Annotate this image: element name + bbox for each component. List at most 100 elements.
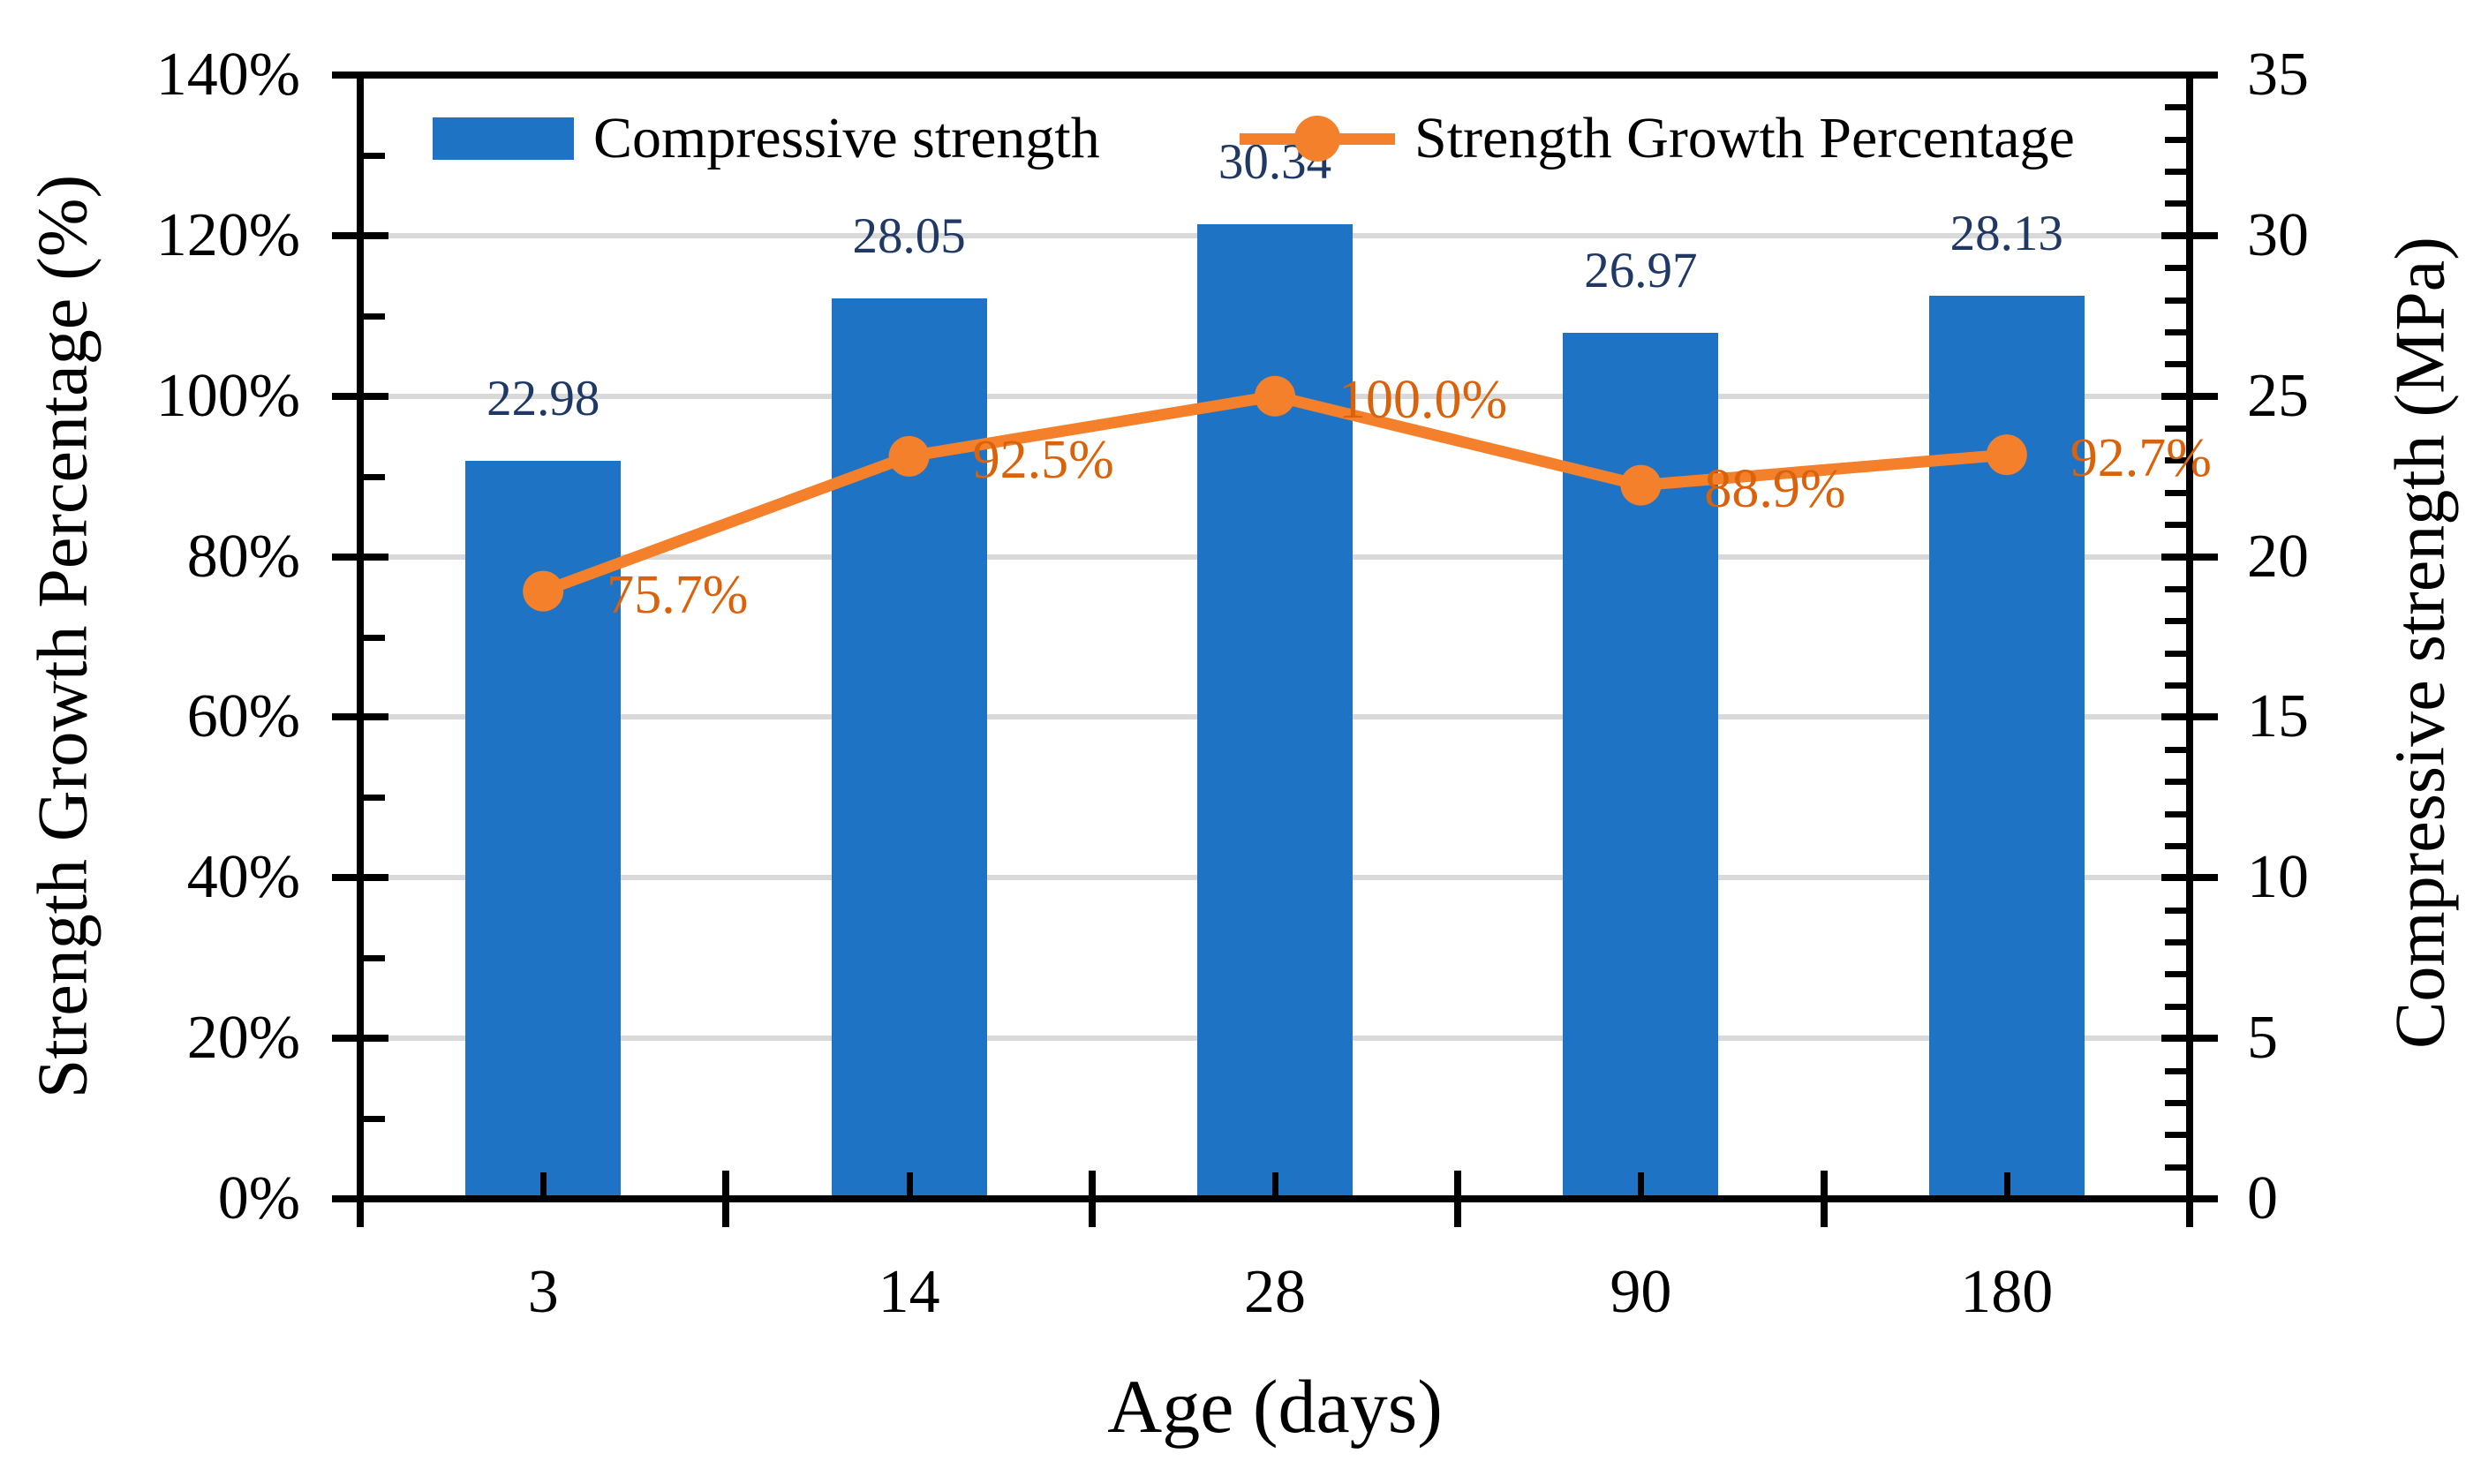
right-axis-minor-tick <box>2165 585 2186 592</box>
left-axis-major-tick <box>332 713 388 721</box>
x-axis-boundary-tick <box>1820 1171 1828 1227</box>
x-axis-title: Age (days) <box>1107 1364 1443 1449</box>
bar-value-label: 28.13 <box>1949 205 2063 261</box>
right-axis-tick-label: 20 <box>2247 522 2309 591</box>
bar-value-label: 26.97 <box>1584 243 1698 299</box>
right-axis-tick-label: 30 <box>2247 200 2309 269</box>
right-axis-minor-tick <box>2165 1164 2186 1171</box>
x-axis-tick-label: 28 <box>1244 1258 1306 1326</box>
right-axis-title: Compressive strength (MPa) <box>2381 237 2460 1049</box>
right-axis-minor-tick <box>2165 361 2186 368</box>
right-axis-tick-label: 5 <box>2247 1004 2278 1073</box>
right-axis-minor-tick <box>2165 457 2186 464</box>
left-axis-minor-tick <box>364 955 385 962</box>
x-axis-tick-label: 3 <box>527 1258 559 1326</box>
right-axis-tick-label: 15 <box>2247 682 2309 751</box>
right-axis-major-tick <box>2161 231 2218 239</box>
x-axis-boundary-tick <box>357 1171 364 1227</box>
x-axis-center-tick <box>1272 1172 1278 1197</box>
x-axis-center-tick <box>1638 1172 1645 1197</box>
axis-line-horizontal <box>357 1195 2193 1202</box>
x-axis-center-tick <box>906 1172 913 1197</box>
x-axis-boundary-tick <box>1088 1171 1096 1227</box>
right-axis-minor-tick <box>2165 810 2186 817</box>
right-axis-minor-tick <box>2165 104 2186 111</box>
right-axis-tick-label: 0 <box>2247 1164 2278 1232</box>
left-axis-tick-label: 100% <box>155 361 300 430</box>
right-axis-minor-tick <box>2165 682 2186 689</box>
right-axis-tick-label: 35 <box>2247 41 2309 109</box>
right-axis-minor-tick <box>2165 1067 2186 1074</box>
left-axis-title: Strength Growth Percentage (%) <box>24 174 102 1099</box>
right-axis-minor-tick <box>2165 426 2186 433</box>
right-axis-minor-tick <box>2165 842 2186 849</box>
right-axis-minor-tick <box>2165 265 2186 272</box>
left-axis-minor-tick <box>364 473 385 480</box>
line-point-marker <box>1620 464 1662 506</box>
bar-series-swatch-icon <box>433 117 574 160</box>
line-point-label: 75.7% <box>607 564 749 625</box>
line-point-marker <box>1986 434 2027 476</box>
right-axis-major-tick <box>2161 874 2218 882</box>
left-axis-minor-tick <box>364 634 385 641</box>
bar-value-label: 28.05 <box>852 207 966 264</box>
line-point-marker <box>888 435 930 477</box>
left-axis-minor-tick <box>364 795 385 802</box>
left-axis-major-tick <box>332 1035 388 1043</box>
right-axis-major-tick <box>2161 72 2218 79</box>
right-axis-minor-tick <box>2165 618 2186 625</box>
right-axis-major-tick <box>2161 553 2218 561</box>
left-axis-tick-label: 20% <box>186 1004 300 1073</box>
axis-line-horizontal <box>357 72 2193 79</box>
right-axis-minor-tick <box>2165 939 2186 946</box>
right-axis-minor-tick <box>2165 297 2186 304</box>
x-axis-tick-label: 90 <box>1610 1258 1672 1326</box>
x-axis-tick-label: 14 <box>878 1258 940 1326</box>
right-axis-minor-tick <box>2165 971 2186 978</box>
left-axis-tick-label: 60% <box>186 682 300 751</box>
right-axis-minor-tick <box>2165 746 2186 753</box>
left-axis-tick-label: 80% <box>186 522 300 591</box>
x-axis-tick-label: 180 <box>1960 1258 2054 1326</box>
right-axis-major-tick <box>2161 1035 2218 1043</box>
right-axis-tick-label: 10 <box>2247 843 2309 912</box>
line-point-label: 100.0% <box>1339 369 1508 430</box>
legend-label-compressive-strength: Compressive strength <box>593 106 1100 170</box>
right-axis-major-tick <box>2161 713 2218 721</box>
right-axis-minor-tick <box>2165 907 2186 914</box>
line-series-marker-icon <box>1294 116 1340 162</box>
right-axis-tick-label: 25 <box>2247 361 2309 430</box>
line-point-marker <box>523 570 564 612</box>
right-axis-minor-tick <box>2165 169 2186 176</box>
x-axis-boundary-tick <box>1454 1171 1462 1227</box>
x-axis-center-tick <box>2003 1172 2010 1197</box>
left-axis-tick-label: 140% <box>155 41 300 109</box>
left-axis-minor-tick <box>364 1116 385 1123</box>
line-point-marker <box>1255 375 1295 417</box>
right-axis-minor-tick <box>2165 650 2186 657</box>
right-axis-minor-tick <box>2165 1003 2186 1010</box>
bar-value-label: 22.98 <box>486 371 600 427</box>
line-point-label: 92.7% <box>2070 428 2212 489</box>
left-axis-major-tick <box>332 72 388 79</box>
x-axis-boundary-tick <box>2186 1171 2193 1227</box>
left-axis-tick-label: 0% <box>217 1164 300 1232</box>
line-point-label: 92.5% <box>972 429 1114 490</box>
right-axis-minor-tick <box>2165 328 2186 335</box>
right-axis-minor-tick <box>2165 522 2186 529</box>
right-axis-major-tick <box>2161 392 2218 400</box>
right-axis-minor-tick <box>2165 136 2186 143</box>
left-axis-tick-label: 40% <box>186 843 300 912</box>
axis-line-vertical <box>357 72 364 1202</box>
axis-line-vertical <box>2186 72 2193 1202</box>
right-axis-minor-tick <box>2165 1099 2186 1106</box>
x-axis-boundary-tick <box>722 1171 730 1227</box>
left-axis-major-tick <box>332 392 388 400</box>
left-axis-major-tick <box>332 874 388 882</box>
left-axis-major-tick <box>332 231 388 239</box>
left-axis-major-tick <box>332 553 388 561</box>
right-axis-minor-tick <box>2165 489 2186 496</box>
right-axis-minor-tick <box>2165 1132 2186 1139</box>
